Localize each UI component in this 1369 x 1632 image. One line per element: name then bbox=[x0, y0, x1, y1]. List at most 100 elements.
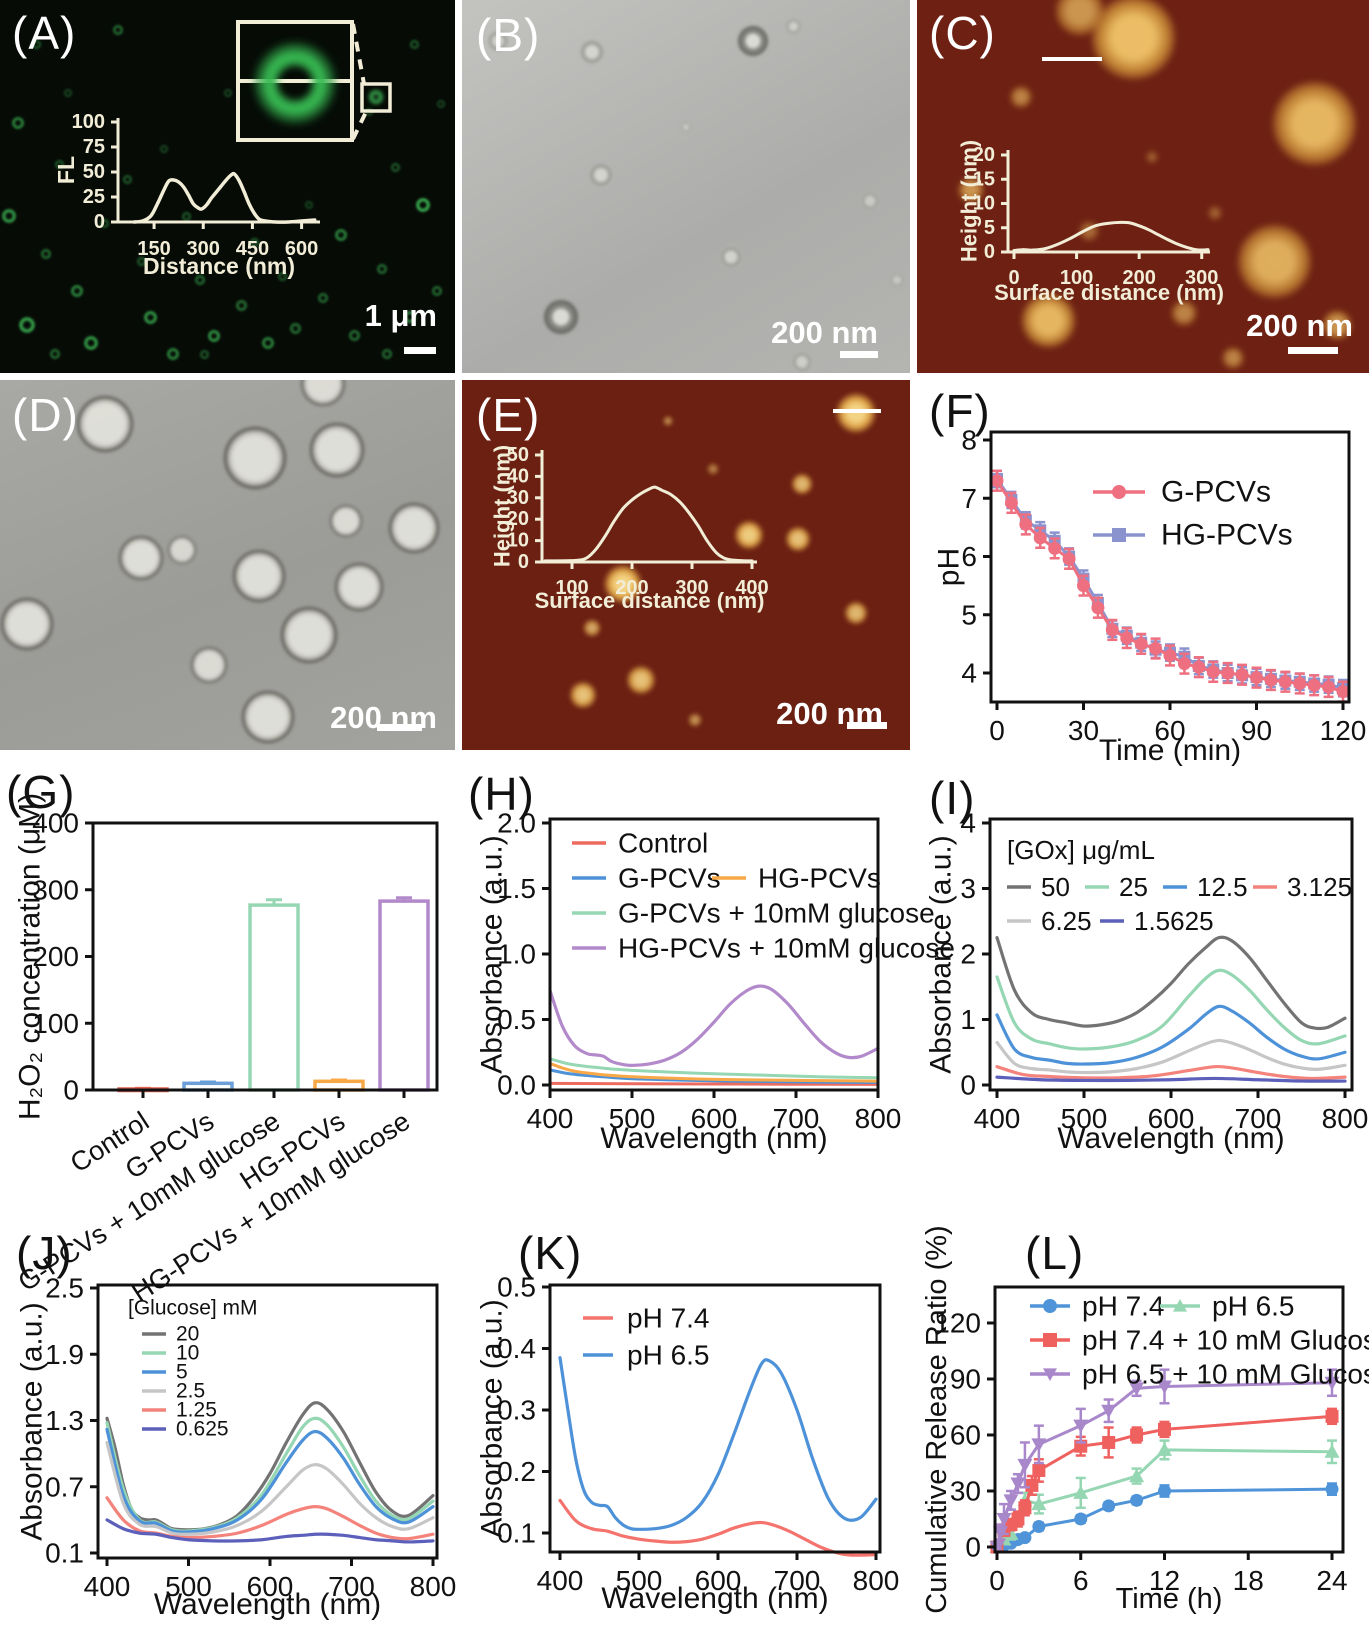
svg-text:800: 800 bbox=[853, 1565, 900, 1596]
fluorescent-vesicle bbox=[159, 145, 168, 154]
svg-text:0.1: 0.1 bbox=[497, 1518, 536, 1549]
panel-d-scalebar bbox=[377, 724, 422, 731]
svg-text:1.9: 1.9 bbox=[45, 1339, 84, 1370]
tem-vesicle bbox=[791, 350, 814, 373]
tem-vesicle bbox=[335, 563, 384, 612]
panel-c-section-line bbox=[1042, 57, 1102, 61]
panel-a-label: (A) bbox=[12, 7, 77, 59]
svg-text:1.0: 1.0 bbox=[497, 939, 536, 970]
afm-particle bbox=[1146, 150, 1159, 163]
particles-b bbox=[462, 0, 910, 373]
panel-b: (B) 200 nm bbox=[462, 0, 910, 373]
svg-text:Absorbance (a.u.): Absorbance (a.u.) bbox=[16, 1302, 49, 1540]
panel-l: 0 6 12 18 24 0 30 60 90 120 Time (h) Cumulative Rel… bbox=[917, 1200, 1369, 1632]
panel-e-section-line bbox=[833, 409, 881, 413]
svg-text:400: 400 bbox=[537, 1565, 584, 1596]
svg-text:700: 700 bbox=[328, 1571, 375, 1602]
panel-b-label: (B) bbox=[476, 9, 541, 61]
svg-text:pH 6.5: pH 6.5 bbox=[627, 1340, 710, 1371]
svg-text:700: 700 bbox=[774, 1565, 821, 1596]
svg-text:[Glucose] mM: [Glucose] mM bbox=[128, 1297, 258, 1320]
fluorescent-vesicle bbox=[409, 40, 419, 50]
svg-text:pH 7.4 + 10 mM Glucose: pH 7.4 + 10 mM Glucose bbox=[1082, 1325, 1369, 1356]
panel-b-scalebar bbox=[840, 351, 878, 358]
panel-k-label: (K) bbox=[518, 1227, 583, 1279]
afm-particle bbox=[1236, 223, 1312, 299]
fluorescent-vesicle bbox=[49, 349, 60, 360]
svg-text:3: 3 bbox=[960, 873, 976, 904]
fluorescent-vesicle bbox=[71, 284, 84, 297]
panel-h-label: (H) bbox=[468, 768, 535, 820]
panel-l-label: (L) bbox=[1025, 1227, 1085, 1279]
svg-text:pH 6.5: pH 6.5 bbox=[1212, 1291, 1295, 1322]
tem-vesicle bbox=[738, 26, 769, 57]
svg-text:0.0: 0.0 bbox=[497, 1070, 536, 1101]
svg-text:G-PCVs: G-PCVs bbox=[618, 863, 721, 894]
afm-particle bbox=[1272, 80, 1358, 166]
svg-text:90: 90 bbox=[950, 1364, 981, 1395]
fluorescent-vesicle bbox=[381, 349, 392, 360]
afm-particle bbox=[626, 664, 657, 695]
fluorescent-vesicle bbox=[250, 237, 260, 247]
svg-text:2: 2 bbox=[960, 939, 976, 970]
svg-text:Absorbance (a.u.): Absorbance (a.u.) bbox=[476, 1299, 509, 1537]
svg-text:500: 500 bbox=[616, 1565, 663, 1596]
svg-text:12: 12 bbox=[1149, 1565, 1180, 1596]
tem-vesicle bbox=[301, 380, 346, 406]
fluorescent-vesicle bbox=[40, 248, 51, 259]
fluorescent-vesicle bbox=[207, 329, 220, 342]
panel-a-scalebar bbox=[404, 347, 436, 354]
afm-particle bbox=[791, 472, 814, 495]
afm-particle bbox=[568, 680, 597, 709]
fluorescent-vesicle bbox=[431, 285, 442, 296]
svg-text:400: 400 bbox=[527, 1103, 574, 1134]
svg-text:24: 24 bbox=[1316, 1565, 1347, 1596]
svg-text:G-PCVs: G-PCVs bbox=[120, 1106, 219, 1185]
svg-text:Wavelength (nm): Wavelength (nm) bbox=[1057, 1122, 1284, 1155]
tem-vesicle bbox=[718, 245, 743, 270]
svg-text:0.4: 0.4 bbox=[497, 1333, 536, 1364]
svg-text:1: 1 bbox=[960, 1004, 976, 1035]
afm-particle bbox=[1078, 221, 1099, 242]
panel-k: 400 500 600 700 800 0.1 0.2 0.3 0.4 0.5 Wavelength… bbox=[462, 1200, 910, 1632]
panel-e: 100 200 300 400 0 10 20 30 40 50 Surface distance … bbox=[462, 380, 910, 750]
svg-text:25: 25 bbox=[1119, 872, 1148, 902]
svg-text:18: 18 bbox=[1233, 1565, 1264, 1596]
svg-text:600: 600 bbox=[1148, 1103, 1195, 1134]
panel-h: 400 500 600 700 800 0.0 0.5 1.0 1.5 2.0 Wavelength… bbox=[462, 755, 955, 1200]
afm-particle bbox=[1222, 347, 1245, 370]
fluorescent-vesicle bbox=[113, 24, 124, 35]
svg-text:1.25: 1.25 bbox=[176, 1399, 217, 1422]
chart-l: 0 6 12 18 24 0 30 60 90 120 Time (h) Cumulative Rel… bbox=[917, 1200, 1369, 1632]
fluorescent-vesicle bbox=[349, 330, 361, 342]
tem-vesicle bbox=[578, 39, 605, 66]
svg-text:3.125: 3.125 bbox=[1287, 872, 1352, 902]
panel-c-label: (C) bbox=[929, 7, 996, 59]
panel-c-scalebar-text: 200 nm bbox=[1246, 308, 1353, 343]
svg-text:50: 50 bbox=[1041, 872, 1070, 902]
svg-text:7: 7 bbox=[961, 483, 977, 514]
fluorescent-vesicle bbox=[54, 159, 64, 169]
svg-text:[GOx] μg/mL: [GOx] μg/mL bbox=[1007, 835, 1155, 865]
panel-i: 400 500 600 700 800 0 1 2 3 4 Wavelength (nm) Absor… bbox=[917, 755, 1369, 1200]
tem-vesicle bbox=[329, 504, 362, 537]
afm-particle bbox=[1322, 309, 1353, 340]
tem-vesicle bbox=[76, 396, 133, 453]
panel-j-label: (J) bbox=[16, 1227, 73, 1279]
panel-d-label: (D) bbox=[12, 389, 79, 441]
svg-text:Control: Control bbox=[65, 1106, 154, 1179]
afm-particle bbox=[1020, 293, 1076, 349]
svg-text:HG-PCVs + 10mM glucose: HG-PCVs + 10mM glucose bbox=[618, 933, 955, 964]
afm-particle bbox=[603, 563, 644, 604]
fluorescent-vesicle bbox=[166, 348, 179, 361]
svg-text:pH 6.5 + 10 mM Glucose: pH 6.5 + 10 mM Glucose bbox=[1082, 1359, 1369, 1390]
afm-particle bbox=[687, 713, 702, 728]
svg-text:1.5625: 1.5625 bbox=[1134, 906, 1214, 936]
tem-vesicle bbox=[191, 646, 228, 683]
svg-text:pH: pH bbox=[933, 548, 966, 586]
svg-text:0.7: 0.7 bbox=[45, 1471, 84, 1502]
svg-text:500: 500 bbox=[609, 1103, 656, 1134]
afm-particle bbox=[1208, 205, 1223, 220]
svg-text:0: 0 bbox=[989, 1565, 1005, 1596]
tem-vesicle bbox=[168, 536, 196, 565]
